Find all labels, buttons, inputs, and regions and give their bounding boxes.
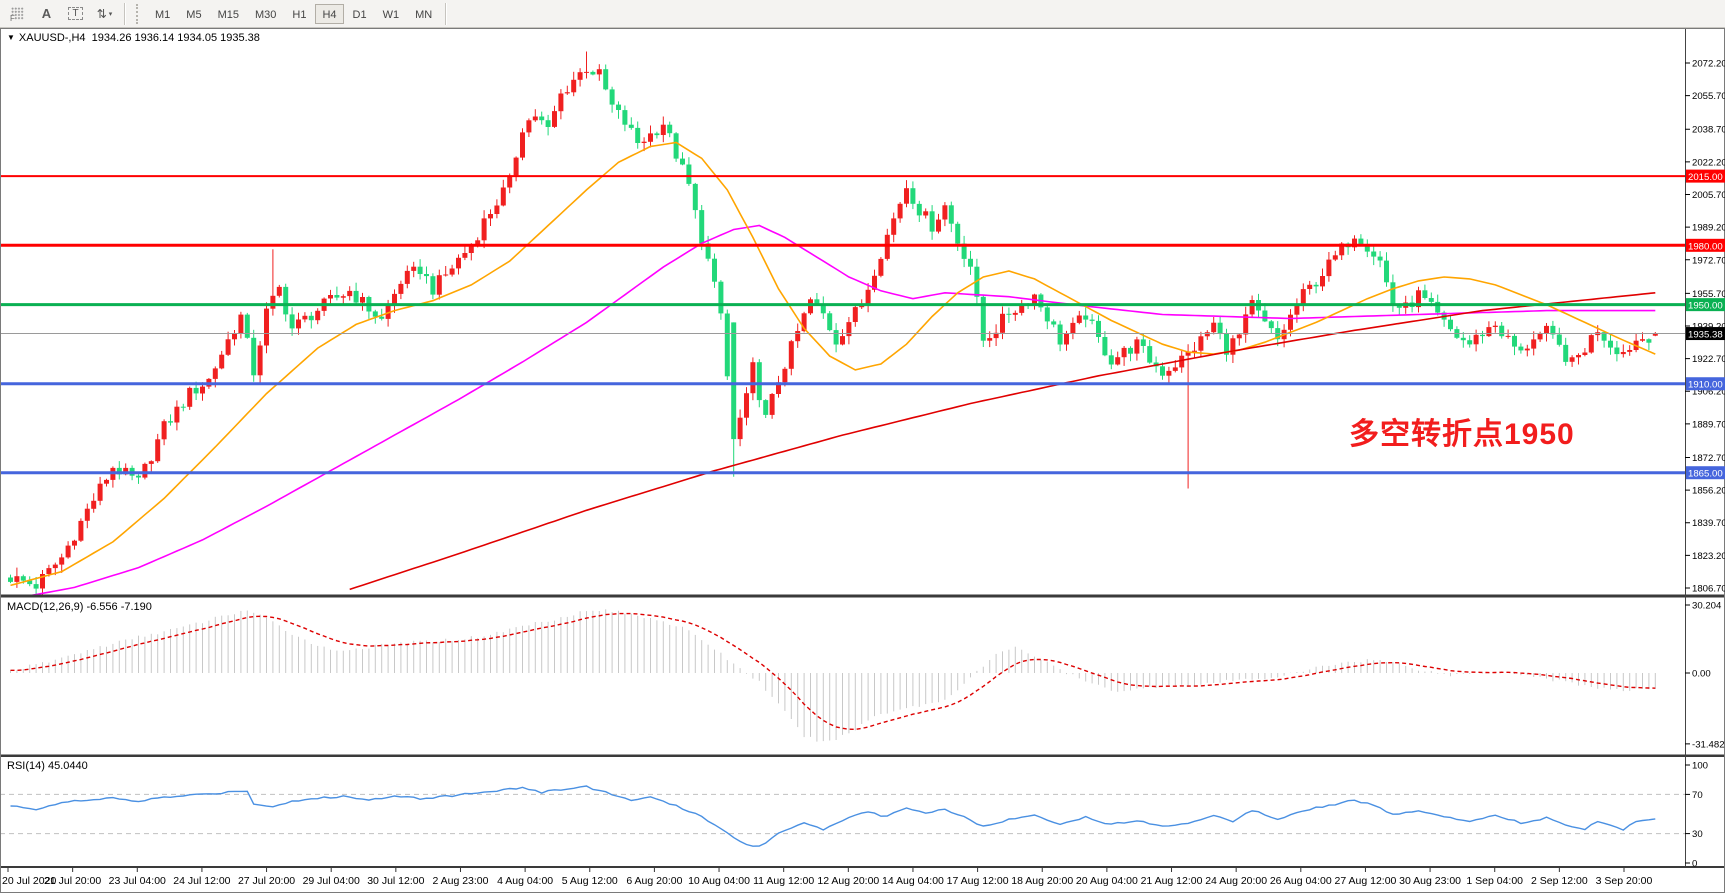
svg-text:24 Aug 20:00: 24 Aug 20:00 [1205, 875, 1267, 887]
drawing-tools-group: F A T ⇅ ▾ [3, 3, 119, 25]
svg-text:27 Jul 20:00: 27 Jul 20:00 [238, 875, 295, 887]
timeframe-button-h4[interactable]: H4 [315, 3, 344, 24]
svg-text:21 Aug 12:00: 21 Aug 12:00 [1141, 875, 1203, 887]
svg-text:1889.70: 1889.70 [1692, 419, 1725, 430]
svg-text:1989.20: 1989.20 [1692, 223, 1725, 234]
timeframe-button-m1[interactable]: M1 [148, 4, 177, 24]
svg-text:12 Aug 20:00: 12 Aug 20:00 [817, 875, 879, 887]
svg-text:2005.70: 2005.70 [1692, 190, 1725, 201]
svg-text:1856.20: 1856.20 [1692, 486, 1725, 497]
svg-text:30.204: 30.204 [1692, 601, 1722, 612]
fibonacci-grid-tool-icon[interactable]: F [4, 3, 31, 25]
svg-text:4 Aug 04:00: 4 Aug 04:00 [497, 875, 553, 887]
timeframe-button-d1[interactable]: D1 [346, 4, 374, 24]
svg-text:11 Aug 12:00: 11 Aug 12:00 [753, 875, 814, 887]
annotation-text: 多空转折点1950 [1349, 418, 1575, 451]
toolbar-separator-2 [445, 2, 447, 25]
svg-text:14 Aug 04:00: 14 Aug 04:00 [882, 875, 944, 887]
svg-text:6 Aug 20:00: 6 Aug 20:00 [626, 875, 682, 887]
svg-text:1823.20: 1823.20 [1692, 551, 1725, 562]
svg-text:29 Jul 04:00: 29 Jul 04:00 [303, 875, 360, 887]
svg-text:70: 70 [1692, 790, 1703, 801]
timeframe-button-m30[interactable]: M30 [248, 4, 283, 24]
svg-text:3 Sep 20:00: 3 Sep 20:00 [1596, 875, 1653, 887]
svg-text:0.00: 0.00 [1692, 669, 1711, 680]
svg-text:1939.20: 1939.20 [1692, 321, 1725, 332]
svg-text:1 Sep 04:00: 1 Sep 04:00 [1466, 875, 1523, 887]
svg-text:26 Aug 04:00: 26 Aug 04:00 [1270, 875, 1332, 887]
svg-text:20 Aug 04:00: 20 Aug 04:00 [1076, 875, 1138, 887]
svg-text:30 Jul 12:00: 30 Jul 12:00 [367, 875, 424, 887]
toolbar: F A T ⇅ ▾ M1 M5 M15 M30 H1 H4 D1 W1 MN [0, 0, 1725, 28]
rsi-indicator-label: RSI(14) 45.0440 [7, 760, 88, 772]
svg-text:24 Jul 12:00: 24 Jul 12:00 [173, 875, 230, 887]
svg-text:1922.70: 1922.70 [1692, 354, 1725, 365]
svg-text:100: 100 [1692, 761, 1708, 772]
svg-text:2038.70: 2038.70 [1692, 125, 1725, 136]
ma-mid-line [29, 224, 1656, 595]
dotted-grid-icon: F [10, 7, 24, 23]
arrows-tool-icon[interactable]: ⇅ ▾ [91, 3, 118, 25]
svg-text:2072.20: 2072.20 [1692, 59, 1725, 70]
svg-text:1806.70: 1806.70 [1692, 583, 1725, 594]
svg-text:17 Aug 12:00: 17 Aug 12:00 [947, 875, 1009, 887]
toolbar-separator [124, 2, 125, 25]
svg-text:27 Aug 12:00: 27 Aug 12:00 [1334, 875, 1396, 887]
price-axis: 2072.20 2055.70 2038.70 2022.20 2005.70 1989.… [1685, 59, 1725, 594]
svg-text:23 Jul 04:00: 23 Jul 04:00 [109, 875, 166, 887]
svg-text:10 Aug 04:00: 10 Aug 04:00 [688, 875, 750, 887]
ohlc-values: 1934.26 1936.14 1934.05 1935.38 [91, 32, 260, 44]
svg-text:30 Aug 23:00: 30 Aug 23:00 [1399, 875, 1461, 887]
svg-text:2022.20: 2022.20 [1692, 157, 1725, 168]
text-label-tool-icon[interactable]: T [62, 3, 89, 25]
svg-text:1865.00: 1865.00 [1688, 469, 1723, 480]
svg-text:-31.482: -31.482 [1692, 739, 1725, 750]
timeframe-button-mn[interactable]: MN [408, 4, 439, 24]
svg-text:1910.00: 1910.00 [1688, 380, 1723, 391]
macd-signal-line [10, 612, 1656, 731]
svg-text:1839.70: 1839.70 [1692, 518, 1725, 529]
symbol-period-label: XAUUSD-,H4 [18, 32, 86, 44]
macd-indicator-label: MACD(12,26,9) -6.556 -7.190 [7, 601, 152, 613]
macd-axis: 30.204 0.00 -31.482 [1685, 601, 1725, 750]
level-lines-layer [0, 175, 1685, 475]
chart-title: ▼ XAUUSD-,H4 1934.26 1936.14 1934.05 1935… [7, 32, 260, 44]
svg-text:2055.70: 2055.70 [1692, 91, 1725, 102]
rsi-line [10, 785, 1656, 847]
svg-text:2015.00: 2015.00 [1688, 172, 1723, 183]
timeframe-button-w1[interactable]: W1 [376, 4, 407, 24]
rsi-axis: 100 70 30 0 [1685, 761, 1708, 870]
timeframe-button-m5[interactable]: M5 [179, 4, 208, 24]
svg-text:21 Jul 20:00: 21 Jul 20:00 [44, 875, 101, 887]
svg-text:20 Jul 2020: 20 Jul 2020 [2, 875, 56, 887]
chart-canvas[interactable]: 2072.20 2055.70 2038.70 2022.20 2005.70 1989.… [0, 28, 1725, 893]
svg-text:1935.38: 1935.38 [1688, 330, 1723, 341]
dropdown-caret-icon: ▾ [108, 10, 113, 18]
svg-text:1872.70: 1872.70 [1692, 453, 1725, 464]
svg-text:1972.70: 1972.70 [1692, 255, 1725, 266]
toolbar-grip[interactable] [136, 3, 143, 24]
collapse-triangle-icon[interactable]: ▼ [7, 33, 15, 42]
svg-text:2 Aug 23:00: 2 Aug 23:00 [432, 875, 488, 887]
ma-slow-line [349, 292, 1656, 591]
text-tool-icon[interactable]: A [33, 3, 60, 25]
svg-text:5 Aug 12:00: 5 Aug 12:00 [562, 875, 618, 887]
svg-text:1950.00: 1950.00 [1688, 301, 1723, 312]
timeframe-group: M1 M5 M15 M30 H1 H4 D1 W1 MN [147, 3, 440, 24]
svg-text:1955.70: 1955.70 [1692, 289, 1725, 300]
ma-fast-line [10, 141, 1656, 587]
svg-text:18 Aug 20:00: 18 Aug 20:00 [1011, 875, 1073, 887]
rsi-levels [0, 793, 1685, 835]
chart-window[interactable]: 2072.20 2055.70 2038.70 2022.20 2005.70 1989.… [0, 28, 1725, 893]
timeframe-button-h1[interactable]: H1 [285, 4, 313, 24]
macd-histogram [10, 609, 1656, 742]
svg-text:2 Sep 12:00: 2 Sep 12:00 [1531, 875, 1588, 887]
timeframe-button-m15[interactable]: M15 [211, 4, 246, 24]
svg-text:0: 0 [1692, 859, 1697, 870]
svg-text:30: 30 [1692, 829, 1703, 840]
svg-text:1906.20: 1906.20 [1692, 387, 1725, 398]
svg-text:1980.00: 1980.00 [1688, 241, 1723, 252]
